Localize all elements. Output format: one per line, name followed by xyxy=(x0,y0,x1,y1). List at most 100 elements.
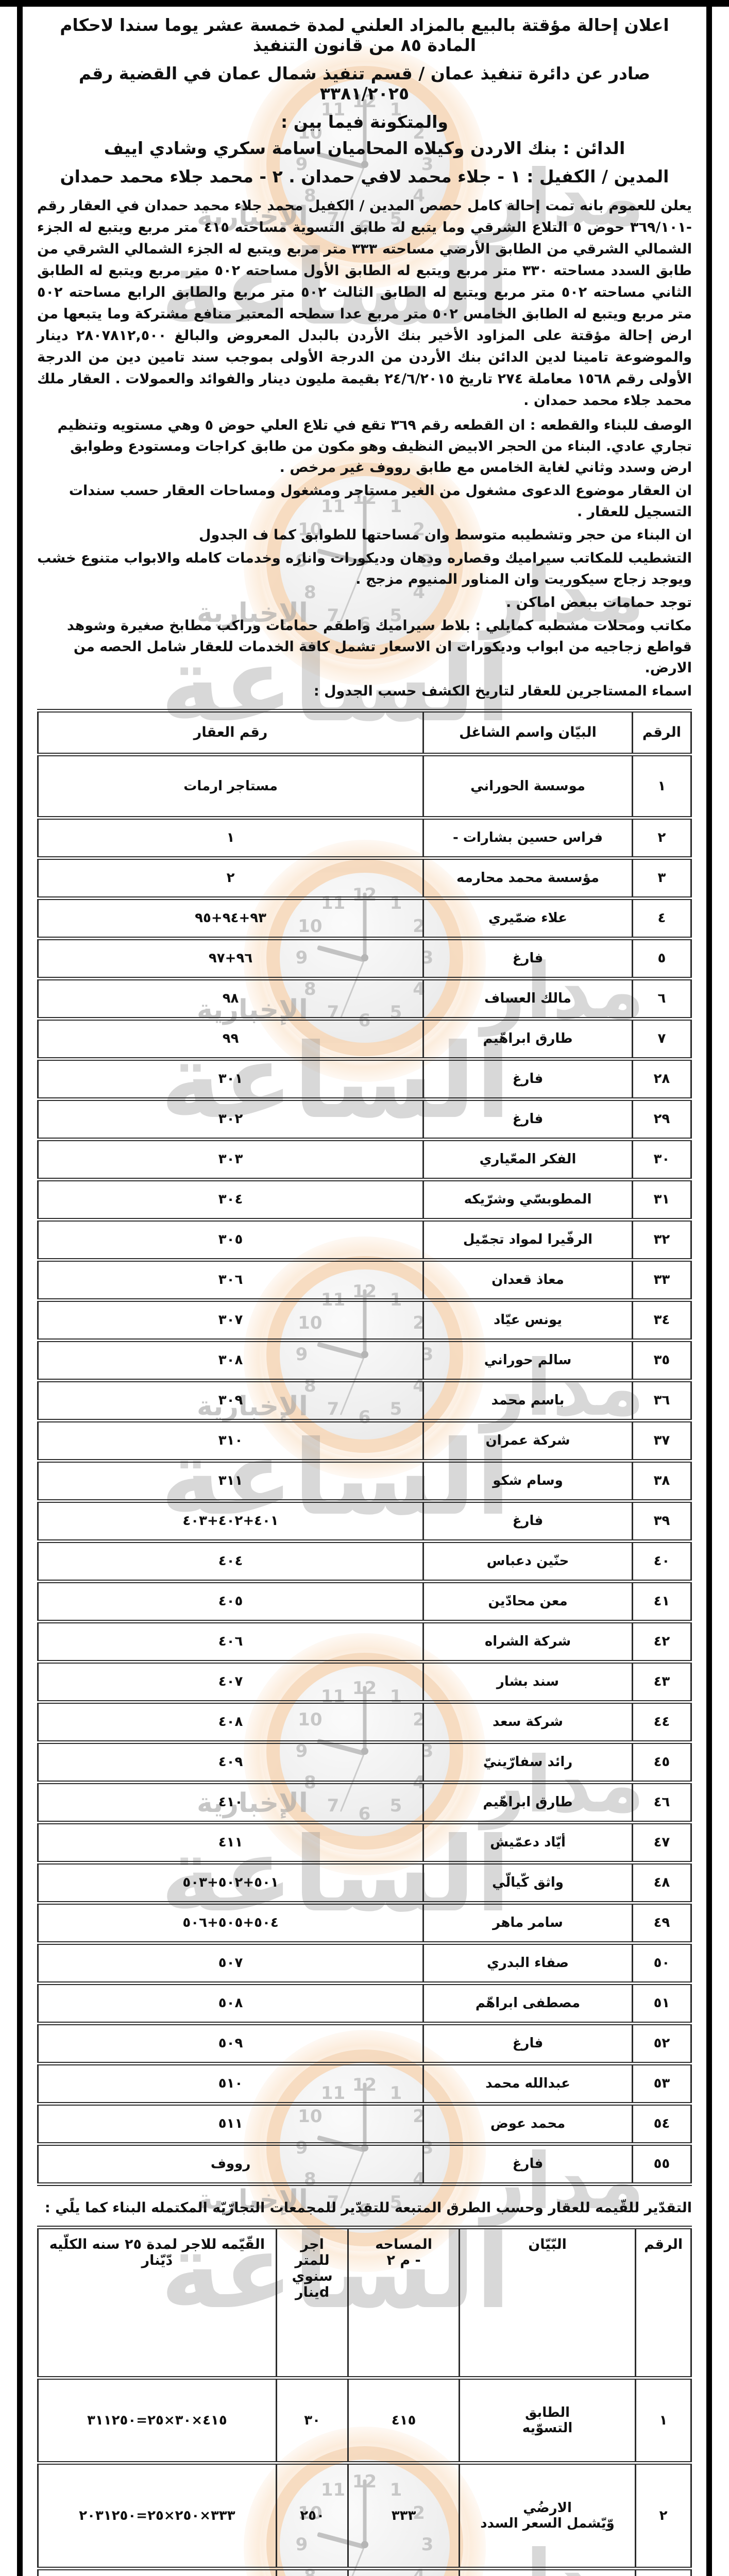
tenant-row: ٢٩ فارغ ٣٠٢ xyxy=(37,1097,692,1141)
rate-header: اجر للمتر سنوي dينار xyxy=(275,2225,349,2380)
property-cell: ٩٦+٩٧ xyxy=(37,936,425,980)
serial-cell: ٣٧ xyxy=(631,1418,692,1463)
property-cell: ٥٠٩ xyxy=(37,2021,425,2065)
property-cell: مستاجر ارمات xyxy=(37,752,425,820)
property-cell: ٣٠٢ xyxy=(37,1097,425,1141)
property-cell: رووف xyxy=(37,2142,425,2186)
serial-cell: ٤١ xyxy=(631,1579,692,1623)
statement-header: البّيّان xyxy=(458,2225,637,2380)
property-cell: ١ xyxy=(37,816,425,860)
debtor-line: المدين / الكفيل : ١ - جلاء محمد لافي حمد… xyxy=(60,166,669,187)
tenant-row: ٥ فارغ ٩٦+٩٧ xyxy=(37,936,692,980)
tenants-header-row: الرقم البيّان واسم الشاغل رقم العقار xyxy=(37,708,692,756)
tenant-row: ٣٦ باسم محمد ٣٠٩ xyxy=(37,1378,692,1422)
occupant-cell: وسام شكو xyxy=(422,1459,633,1503)
property-cell: ٤١١ xyxy=(37,1820,425,1865)
occupant-cell: حنّين دعباس xyxy=(422,1539,633,1583)
occupant-cell: علاء ضمّيري xyxy=(422,896,633,940)
parties-intro-line: والمتكونة فيما بين : xyxy=(281,111,448,132)
occupant-cell: فارغ xyxy=(422,2021,633,2065)
tenant-row: ٦ مالك العساف ٩٨ xyxy=(37,976,692,1021)
tenant-row: ٤ علاء ضمّيري ٩٣+٩٤+٩٥ xyxy=(37,896,692,940)
occupant-cell: شركة الشراه xyxy=(422,1619,633,1664)
value-cell: ٤١٥×٣٠×٢٥=٣١١٢٥٠ xyxy=(37,2376,277,2465)
property-cell: ٤٠٨ xyxy=(37,1700,425,1744)
occupant-cell: فارغ xyxy=(422,2142,633,2186)
occupant-cell: الرفّيرا لمواد تجمّيل xyxy=(422,1217,633,1262)
tenant-row: ٤٣ سند بشار ٤٠٧ xyxy=(37,1659,692,1704)
occupant-cell: شركة عمران xyxy=(422,1418,633,1463)
serial-cell: ٥٢ xyxy=(631,2021,692,2065)
tenant-row: ٥٣ عبدالله محمد ٥١٠ xyxy=(37,2061,692,2106)
description-paragraph: التشطيب للمكاتب سيراميك وقصاره ودهان ودي… xyxy=(37,550,692,587)
statement-cell: الاول – الخامس xyxy=(458,2566,637,2576)
tenant-row: ٥٥ فارغ رووف xyxy=(37,2142,692,2186)
tenant-row: ٤٢ شركة الشراه ٤٠٦ xyxy=(37,1619,692,1664)
property-cell: ٤٠٥ xyxy=(37,1579,425,1623)
tenant-row: ٢ فراس حسين بشارات -١ xyxy=(37,816,692,860)
occupant-cell: باسم محمد xyxy=(422,1378,633,1422)
property-cell: ٣٠٤ xyxy=(37,1177,425,1222)
tenant-row: ٥٢ فارغ ٥٠٩ xyxy=(37,2021,692,2065)
occupant-cell: رائد سفارّينيّ xyxy=(422,1740,633,1784)
serial-header: الرقم xyxy=(635,2225,692,2380)
tenant-row: ٥٤ محمد عوض ٥١١ xyxy=(37,2102,692,2146)
serial-cell: ٤٩ xyxy=(631,1901,692,1945)
occupant-cell: فارغ xyxy=(422,936,633,980)
rate-cell: ٣٠ xyxy=(275,2376,349,2465)
occupant-cell: عبدالله محمد xyxy=(422,2061,633,2106)
tenant-row: ٣٥ سالم حوراني ٣٠٨ xyxy=(37,1338,692,1382)
occupant-cell: مالك العساف xyxy=(422,976,633,1021)
tenant-row: ٣٢ الرفّيرا لمواد تجمّيل ٣٠٥ xyxy=(37,1217,692,1262)
serial-cell: ٤٣ xyxy=(631,1659,692,1704)
tenant-row: ٣٤ يونس عيّاد ٣٠٧ xyxy=(37,1298,692,1342)
valuation-row: ٢ الارضُي وّيّشمل السعر السدد ٣٣٣ ٢٥٠ ٣٣٣×٢٥… xyxy=(37,2461,692,2570)
tenant-row: ٤٨ واثق كّيالّي ٥٠١+٥٠٢+٥٠٣ xyxy=(37,1860,692,1905)
occupant-cell: معن محادّين xyxy=(422,1579,633,1623)
serial-cell: ٥٤ xyxy=(631,2102,692,2146)
tenant-row: ٤٩ سامر ماهر ٥٠٤+٥٠٥+٥٠٦ xyxy=(37,1901,692,1945)
serial-cell: ٢٩ xyxy=(631,1097,692,1141)
occupant-cell: فارغ xyxy=(422,1097,633,1141)
property-cell: ٥١٠ xyxy=(37,2061,425,2106)
property-cell: ٤٠١+٤٠٢+٤٠٣ xyxy=(37,1499,425,1543)
tenant-row: ٤٦ طارق ابراهّيم ٤١٠ xyxy=(37,1780,692,1824)
serial-cell: ١ xyxy=(631,752,692,820)
serial-header: الرقم xyxy=(631,708,692,756)
tenant-row: ٤٧ أيّاد دعمّيش ٤١١ xyxy=(37,1820,692,1865)
rate-cell: ٢٥٠ xyxy=(275,2461,349,2570)
tenant-row: ٤١ معن محادّين ٤٠٥ xyxy=(37,1579,692,1623)
property-cell: ٤١٠ xyxy=(37,1780,425,1824)
occupant-cell: صفاء البدري xyxy=(422,1941,633,1985)
property-cell: ٣٠٦ xyxy=(37,1258,425,1302)
property-cell: ٩٩ xyxy=(37,1016,425,1061)
occupant-cell: المطوبسّي وشرّيكه xyxy=(422,1177,633,1222)
statement-cell: الارضُي وّيّشمل السعر السدد xyxy=(458,2461,637,2570)
occupant-cell: فراس حسين بشارات - xyxy=(422,816,633,860)
property-cell: ٢ xyxy=(37,856,425,900)
tenant-row: ٤٤ شركة سعد ٤٠٨ xyxy=(37,1700,692,1744)
serial-cell: ٣١ xyxy=(631,1177,692,1222)
occupant-cell: مؤسسة محمد محارمه xyxy=(422,856,633,900)
property-cell: ٣٠٨ xyxy=(37,1338,425,1382)
description-paragraph: مكاتب ومحلات مشطبه كمايلي : بلاط سيراميك… xyxy=(67,617,692,676)
serial-cell: ٣٨ xyxy=(631,1459,692,1503)
serial-cell: ٤ xyxy=(631,896,692,940)
tenant-row: ٥٠ صفاء البدري ٥٠٧ xyxy=(37,1941,692,1985)
serial-cell: ٣ xyxy=(635,2566,692,2576)
serial-cell: ٤٤ xyxy=(631,1700,692,1744)
occupant-cell: طارق ابراهّيم xyxy=(422,1016,633,1061)
occupant-cell: الفكر المعّياري xyxy=(422,1137,633,1181)
area-cell: ٥٠٢م٢ ×٥ xyxy=(347,2566,460,2576)
property-cell: ٣٠٣ xyxy=(37,1137,425,1181)
serial-cell: ٤٢ xyxy=(631,1619,692,1664)
tenant-row: ٣٧ شركة عمران ٣١٠ xyxy=(37,1418,692,1463)
property-cell: ٩٨ xyxy=(37,976,425,1021)
tenant-row: ١ موسسة الحوراني مستاجر ارمات xyxy=(37,752,692,820)
serial-cell: ٦ xyxy=(631,976,692,1021)
property-cell: ٣٠١ xyxy=(37,1057,425,1101)
serial-cell: ٣٩ xyxy=(631,1499,692,1543)
property-cell: ٣٠٩ xyxy=(37,1378,425,1422)
serial-cell: ٤٨ xyxy=(631,1860,692,1905)
